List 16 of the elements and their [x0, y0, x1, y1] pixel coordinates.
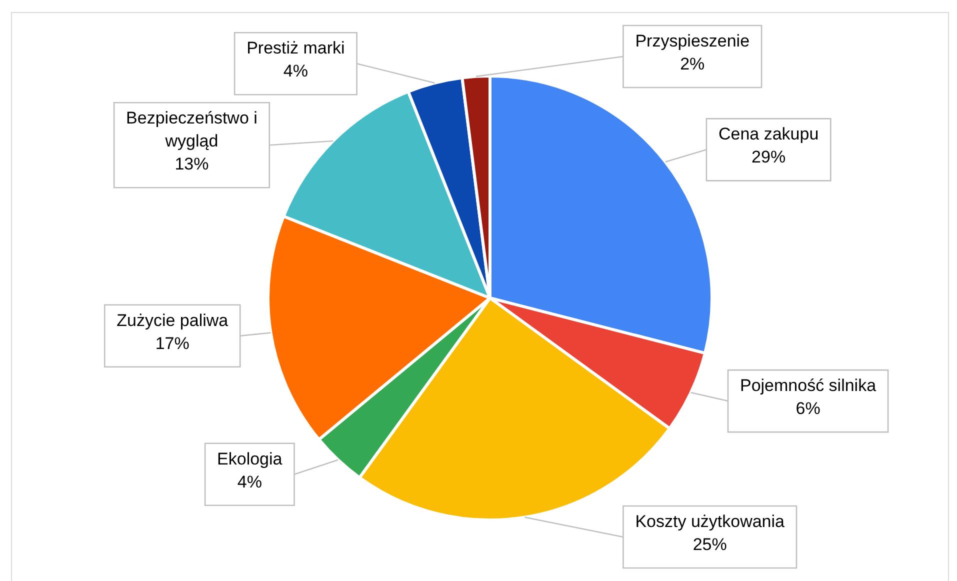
- data-label: 25%: [692, 535, 727, 554]
- data-label: 6%: [796, 399, 820, 418]
- data-label: 29%: [752, 148, 786, 167]
- slice-label: Bezpieczeństwo i wygląd: [126, 108, 258, 151]
- slice-label: Ekologia: [217, 449, 283, 468]
- slice-label: Przyspieszenie: [635, 31, 750, 50]
- data-label: 2%: [680, 54, 705, 74]
- slice-label: Koszty użytkowania: [635, 512, 786, 532]
- slice-label: Zużycie paliwa: [116, 310, 229, 330]
- slice-label: Prestiż marki: [246, 38, 345, 58]
- slice-label: Pojemność silnika: [740, 376, 877, 396]
- data-label: 13%: [174, 154, 209, 174]
- data-label: 4%: [283, 62, 308, 81]
- data-label: 4%: [237, 472, 262, 492]
- data-label: 17%: [155, 334, 190, 353]
- slice-label: Cena zakupu: [718, 124, 819, 144]
